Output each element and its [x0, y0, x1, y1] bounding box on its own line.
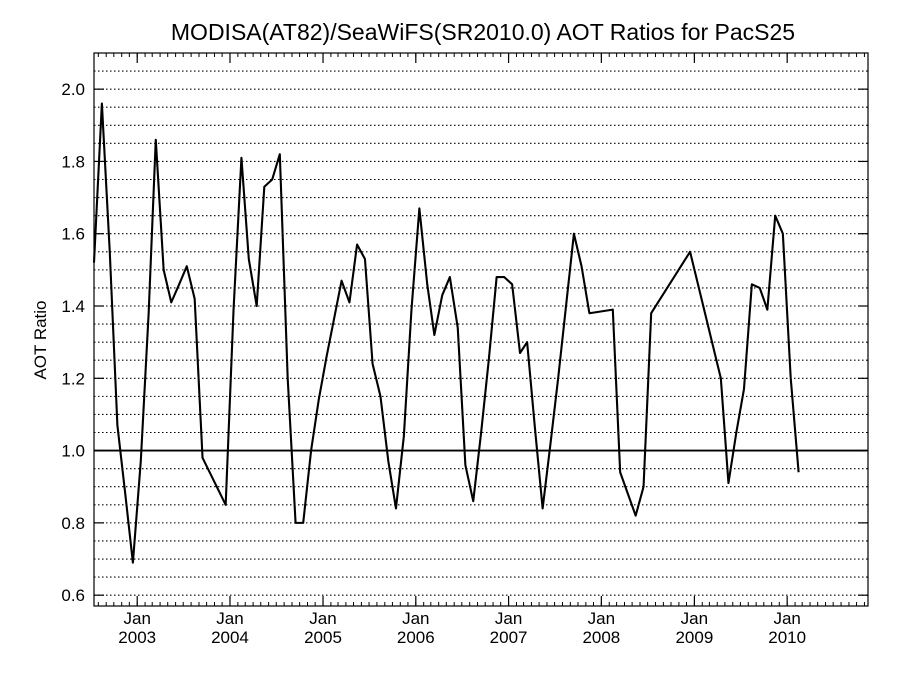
- axes: 0.60.81.01.21.41.61.82.0Jan2003Jan2004Ja…: [61, 52, 869, 647]
- x-tick-label-year: 2005: [304, 628, 342, 647]
- series-line: [92, 102, 800, 564]
- y-tick-label: 1.2: [61, 369, 85, 388]
- x-tick-label-year: 2007: [490, 628, 528, 647]
- y-tick-label: 0.6: [61, 586, 85, 605]
- y-axis-label: AOT Ratio: [31, 300, 50, 379]
- x-tick-label-month: Jan: [216, 609, 243, 628]
- x-tick-label-year: 2008: [582, 628, 620, 647]
- x-tick-label-year: 2009: [675, 628, 713, 647]
- y-tick-label: 1.8: [61, 152, 85, 171]
- x-tick-label-month: Jan: [588, 609, 615, 628]
- x-tick-label-year: 2010: [768, 628, 806, 647]
- y-tick-label: 0.8: [61, 514, 85, 533]
- y-tick-label: 1.0: [61, 442, 85, 461]
- x-tick-label-month: Jan: [681, 609, 708, 628]
- x-tick-label-year: 2004: [211, 628, 249, 647]
- y-tick-label: 1.4: [61, 297, 85, 316]
- plot-frame: [93, 52, 869, 607]
- x-tick-label-year: 2006: [397, 628, 435, 647]
- x-tick-label-month: Jan: [402, 609, 429, 628]
- x-tick-label-month: Jan: [309, 609, 336, 628]
- series-group: [92, 102, 800, 564]
- x-tick-label-month: Jan: [495, 609, 522, 628]
- x-tick-label-month: Jan: [124, 609, 151, 628]
- y-tick-label: 2.0: [61, 80, 85, 99]
- grid-lines: [94, 52, 868, 596]
- x-tick-label-year: 2003: [118, 628, 156, 647]
- chart-title: MODISA(AT82)/SeaWiFS(SR2010.0) AOT Ratio…: [171, 19, 795, 45]
- y-tick-label: 1.6: [61, 225, 85, 244]
- x-tick-label-month: Jan: [773, 609, 800, 628]
